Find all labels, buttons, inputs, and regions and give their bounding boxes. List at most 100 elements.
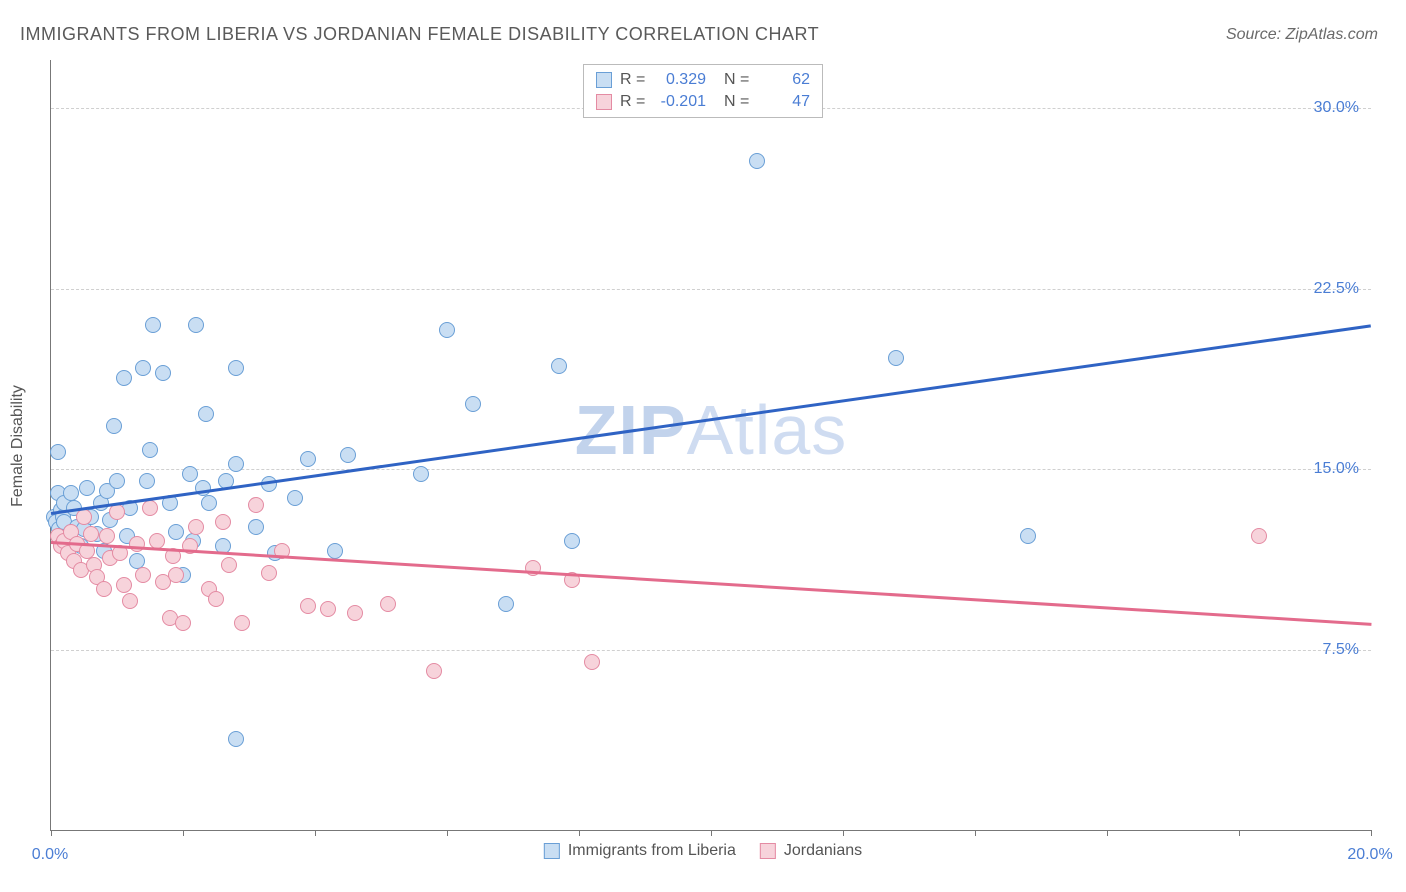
- scatter-point: [327, 543, 343, 559]
- x-tick: [51, 830, 52, 836]
- scatter-point: [228, 731, 244, 747]
- scatter-point: [188, 519, 204, 535]
- scatter-point: [142, 442, 158, 458]
- x-tick: [975, 830, 976, 836]
- x-tick-label: 20.0%: [1347, 846, 1392, 864]
- plot-area: ZIPAtlas 7.5% 15.0% 22.5% 30.0%: [50, 60, 1371, 831]
- chart-title: IMMIGRANTS FROM LIBERIA VS JORDANIAN FEM…: [20, 24, 819, 45]
- scatter-point: [287, 490, 303, 506]
- x-tick: [315, 830, 316, 836]
- scatter-point: [96, 581, 112, 597]
- scatter-point: [79, 480, 95, 496]
- gridline: [51, 650, 1371, 651]
- trend-line: [51, 325, 1371, 515]
- scatter-point: [1251, 528, 1267, 544]
- scatter-point: [215, 514, 231, 530]
- legend-R-value: -0.201: [656, 91, 706, 113]
- legend-N-label: N =: [724, 69, 752, 91]
- scatter-point: [168, 567, 184, 583]
- legend-series-label: Immigrants from Liberia: [568, 842, 736, 860]
- x-tick: [447, 830, 448, 836]
- scatter-point: [109, 504, 125, 520]
- scatter-point: [116, 370, 132, 386]
- legend-series-label: Jordanians: [784, 842, 862, 860]
- scatter-point: [888, 350, 904, 366]
- scatter-point: [50, 444, 66, 460]
- scatter-point: [145, 317, 161, 333]
- y-axis-label: Female Disability: [9, 385, 27, 507]
- x-tick: [1107, 830, 1108, 836]
- legend-series-item: Immigrants from Liberia: [544, 842, 736, 860]
- scatter-point: [135, 360, 151, 376]
- legend-swatch: [760, 843, 776, 859]
- scatter-point: [83, 526, 99, 542]
- legend-swatch: [544, 843, 560, 859]
- legend-N-label: N =: [724, 91, 752, 113]
- scatter-point: [221, 557, 237, 573]
- scatter-point: [498, 596, 514, 612]
- legend-series-item: Jordanians: [760, 842, 862, 860]
- scatter-point: [208, 591, 224, 607]
- scatter-point: [182, 466, 198, 482]
- scatter-point: [234, 615, 250, 631]
- x-tick: [1371, 830, 1372, 836]
- scatter-point: [1020, 528, 1036, 544]
- scatter-point: [109, 473, 125, 489]
- scatter-point: [426, 663, 442, 679]
- scatter-point: [201, 495, 217, 511]
- scatter-point: [122, 593, 138, 609]
- scatter-point: [551, 358, 567, 374]
- scatter-point: [320, 601, 336, 617]
- legend-N-value: 62: [760, 69, 810, 91]
- scatter-point: [248, 519, 264, 535]
- scatter-point: [300, 598, 316, 614]
- series-legend: Immigrants from Liberia Jordanians: [544, 842, 862, 860]
- y-tick-label: 7.5%: [1323, 641, 1359, 659]
- gridline: [51, 469, 1371, 470]
- y-tick-label: 30.0%: [1314, 99, 1359, 117]
- legend-R-label: R =: [620, 91, 648, 113]
- legend-N-value: 47: [760, 91, 810, 113]
- legend-swatch: [596, 94, 612, 110]
- scatter-point: [300, 451, 316, 467]
- scatter-point: [198, 406, 214, 422]
- trend-line: [51, 541, 1371, 625]
- scatter-point: [261, 565, 277, 581]
- scatter-point: [340, 447, 356, 463]
- x-tick: [711, 830, 712, 836]
- x-tick: [183, 830, 184, 836]
- correlation-legend: R = 0.329 N = 62 R = -0.201 N = 47: [583, 64, 823, 118]
- gridline: [51, 289, 1371, 290]
- scatter-point: [139, 473, 155, 489]
- scatter-point: [168, 524, 184, 540]
- scatter-point: [228, 360, 244, 376]
- scatter-point: [248, 497, 264, 513]
- scatter-point: [63, 485, 79, 501]
- x-tick-label: 0.0%: [32, 846, 68, 864]
- scatter-point: [188, 317, 204, 333]
- scatter-point: [116, 577, 132, 593]
- legend-stat-row: R = -0.201 N = 47: [596, 91, 810, 113]
- scatter-point: [584, 654, 600, 670]
- y-tick-label: 22.5%: [1314, 280, 1359, 298]
- scatter-point: [564, 533, 580, 549]
- x-tick: [579, 830, 580, 836]
- y-tick-label: 15.0%: [1314, 460, 1359, 478]
- scatter-point: [413, 466, 429, 482]
- source-label: Source: ZipAtlas.com: [1226, 26, 1378, 44]
- legend-R-label: R =: [620, 69, 648, 91]
- x-tick: [1239, 830, 1240, 836]
- x-tick: [843, 830, 844, 836]
- scatter-point: [749, 153, 765, 169]
- scatter-point: [155, 365, 171, 381]
- legend-swatch: [596, 72, 612, 88]
- scatter-point: [142, 500, 158, 516]
- scatter-point: [175, 615, 191, 631]
- scatter-point: [380, 596, 396, 612]
- scatter-point: [228, 456, 244, 472]
- scatter-point: [347, 605, 363, 621]
- scatter-point: [99, 528, 115, 544]
- watermark: ZIPAtlas: [575, 390, 848, 470]
- legend-R-value: 0.329: [656, 69, 706, 91]
- scatter-point: [465, 396, 481, 412]
